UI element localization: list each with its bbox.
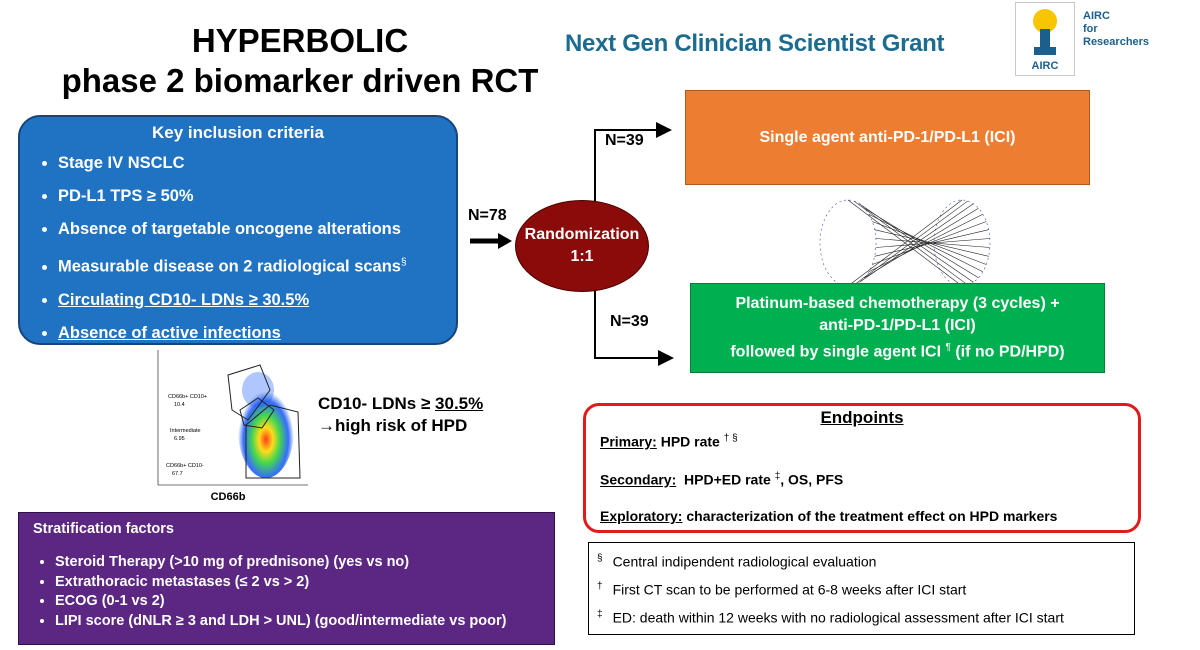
strat-title: Stratification factors [33,521,174,537]
inclusion-item: Absence of active infections [58,317,456,350]
footnote-text: ED: death within 12 weeks with no radiol… [612,609,1064,626]
inclusion-item: Stage IV NSCLC [58,147,456,180]
endpoint-text: characterization of the treatment effect… [686,508,1058,524]
strat-list: Steroid Therapy (>10 mg of prednisone) (… [19,553,554,631]
logo-line: AIRC [1083,10,1110,22]
gate-label: CD66b+ CD10- [166,463,204,469]
endpoints-box: Endpoints Primary: HPD rate † § Secondar… [583,403,1141,533]
endpoint-label: Primary: [600,433,657,450]
strat-item: ECOG (0-1 vs 2) [55,592,554,612]
inclusion-item: Absence of targetable oncogene alteratio… [58,213,456,246]
n-arm: N=39 [610,313,649,330]
hourglass [819,199,991,287]
x-axis-label: CD66b [211,491,246,503]
inclusion-list: Stage IV NSCLC PD-L1 TPS ≥ 50% Absence o… [20,147,456,350]
gate-value: 67.7 [172,471,183,477]
item-text: Circulating CD10- LDNs ≥ 30.5% [58,290,310,309]
footnote: † First CT scan to be performed at 6-8 we… [597,581,966,598]
footnote-text: Central indipendent radiological evaluat… [612,553,877,570]
logo: AIRC [1015,2,1075,76]
branch-top [594,122,672,205]
footnote-symbol: ‡ [597,609,603,620]
footnote-symbol: † [597,581,603,592]
arm-text: Single agent anti-PD-1/PD-L1 (ICI) [759,128,1016,146]
logo-badge-text: AIRC [1032,60,1059,72]
logo-line: for [1083,23,1098,35]
endpoint-text: HPD rate [660,433,720,450]
endpoint: Exploratory: characterization of the tre… [600,508,1057,524]
subtitle: phase 2 biomarker driven RCT [61,62,539,99]
endpoint-text: HPD+ED rate [684,471,771,488]
item-text: Absence of targetable oncogene alteratio… [58,220,401,238]
arrow-head [498,233,512,249]
item-text: Absence of active infections [58,323,281,342]
arm-box: Single agent anti-PD-1/PD-L1 (ICI) [685,90,1090,185]
footnote: ‡ ED: death within 12 weeks with no radio… [597,609,1064,626]
branch-bottom [594,288,674,366]
hourglass-line [847,199,963,287]
gate-value: 10.4 [174,402,185,408]
grant-name: Next Gen Clinician Scientist Grant [565,30,945,57]
cd10-note: CD10- LDNs ≥ 30.5% →high risk of HPD [318,393,483,437]
gate-value: 6.95 [174,436,185,442]
hourglass-line [864,207,979,279]
hourglass-line [853,200,968,286]
rand-text: Randomization [524,226,640,243]
item-text: Stage IV NSCLC [58,154,185,172]
arm-box: Platinum-based chemotherapy (3 cycles) +… [690,283,1105,373]
inclusion-box: Key inclusion criteria Stage IV NSCLC PD… [18,115,458,345]
arm-text: Platinum-based chemotherapy (3 cycles) + [735,294,1060,312]
endpoint-label: Secondary: [600,471,677,488]
note-text: CD10- LDNs ≥ [318,394,436,413]
endpoint-label: Exploratory: [600,508,683,524]
logo-icon: AIRC [1032,9,1059,72]
footnote-symbol: § [597,553,603,564]
strat-item: Extrathoracic metastases (≤ 2 vs > 2) [55,573,554,593]
endpoint-text: , OS, PFS [780,471,844,488]
footnote: § Central indipendent radiological evalua… [597,553,876,570]
stratification-box: Stratification factors Steroid Therapy (… [18,512,555,645]
gate-label: Intermediate [170,428,201,434]
item-text: PD-L1 TPS ≥ 50% [58,187,194,205]
randomization: Randomization 1:1 [515,200,649,292]
footnotes-box: § Central indipendent radiological evalua… [588,542,1135,635]
logo-line: Researchers [1083,36,1150,48]
item-text: Measurable disease on 2 radiological sca… [58,257,401,276]
item-sup: § [400,257,407,268]
n-arm: N=39 [605,132,644,149]
inclusion-item: PD-L1 TPS ≥ 50% [58,180,456,213]
endpoints-title: Endpoints [820,408,904,427]
hourglass-line [868,213,983,273]
endpoint: Primary: HPD rate † § [600,433,738,450]
n-total: N=78 [468,207,507,224]
strat-item: LIPI score (dNLR ≥ 3 and LDH > UNL) (goo… [55,612,554,632]
inclusion-title: Key inclusion criteria [152,123,324,142]
hourglass-line [859,203,974,283]
rand-ratio: 1:1 [570,248,594,265]
inclusion-item: Circulating CD10- LDNs ≥ 30.5% [58,284,456,317]
logo-text: AIRC for Researchers [1083,10,1149,49]
endpoint-sup: ‡ [774,471,781,482]
arm-sup: ¶ [945,341,951,353]
note-threshold: 30.5% [435,394,484,413]
note-text: →high risk of HPD [318,416,468,435]
arm-text: (if no PD/HPD) [955,343,1065,361]
strat-item: Steroid Therapy (>10 mg of prednisone) (… [55,553,554,573]
footnote-text: First CT scan to be performed at 6-8 wee… [612,581,967,598]
inclusion-item: Measurable disease on 2 radiological sca… [58,246,456,284]
gate-label: CD66b+ CD10+ [168,394,207,400]
endpoint-sup: † § [723,433,738,444]
endpoint: Secondary: HPD+ED rate ‡, OS, PFS [600,471,843,488]
arm-text: followed by single agent ICI [730,343,942,361]
title: HYPERBOLIC [191,22,409,59]
cytometry-plot: CD66b+ CD10+ 10.4 Intermediate 6.95 CD66… [157,350,308,503]
arm-text: anti-PD-1/PD-L1 (ICI) [819,316,976,334]
